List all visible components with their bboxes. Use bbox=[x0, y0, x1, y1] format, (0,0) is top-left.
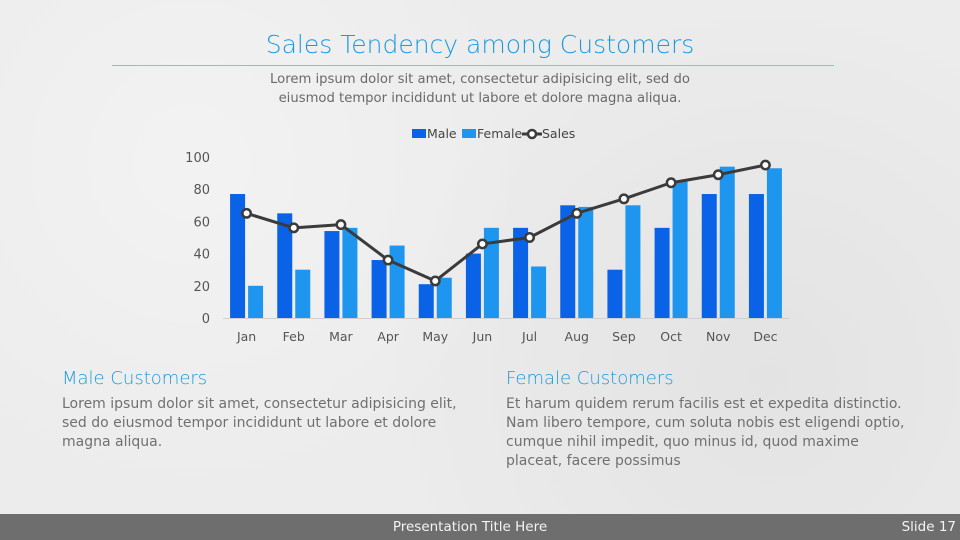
slide-subtitle: Lorem ipsum dolor sit amet, consectetur … bbox=[270, 72, 690, 106]
female-bar bbox=[342, 227, 358, 318]
title-divider bbox=[112, 65, 834, 66]
sales-point bbox=[476, 238, 488, 250]
sales-line bbox=[246, 163, 766, 283]
x-tick-label: Sep bbox=[612, 329, 636, 344]
y-tick-label: 80 bbox=[193, 183, 210, 198]
female-bar bbox=[436, 277, 452, 318]
male-bar bbox=[654, 227, 670, 318]
legend-sales-marker bbox=[526, 128, 538, 140]
x-tick-label: May bbox=[422, 329, 448, 344]
sales-point bbox=[618, 193, 630, 205]
footer-presentation-title: Presentation Title Here bbox=[392, 519, 548, 535]
y-tick-label: 0 bbox=[202, 312, 210, 327]
female-customers-heading: Female Customers bbox=[506, 368, 674, 389]
sales-point bbox=[712, 169, 724, 181]
x-tick-label: Nov bbox=[706, 329, 731, 344]
y-tick-label: 40 bbox=[193, 248, 210, 263]
x-tick-label: Jun bbox=[472, 329, 493, 344]
female-bar bbox=[766, 168, 782, 318]
legend-female-swatch bbox=[462, 129, 476, 138]
male-bar bbox=[607, 269, 623, 318]
sales-point bbox=[571, 207, 583, 219]
female-bar bbox=[483, 227, 499, 318]
male-bar bbox=[560, 205, 576, 318]
x-tick-label: Oct bbox=[660, 329, 682, 344]
x-tick-label: Jul bbox=[521, 329, 537, 344]
female-bar bbox=[578, 206, 594, 318]
female-customers-text: Et harum quidem rerum facilis est et exp… bbox=[506, 396, 905, 469]
male-customers-text: Lorem ipsum dolor sit amet, consectetur … bbox=[62, 396, 457, 450]
y-tick-label: 100 bbox=[185, 151, 210, 166]
male-bar bbox=[465, 253, 481, 318]
female-bar bbox=[719, 166, 735, 318]
x-tick-label: Feb bbox=[283, 329, 305, 344]
male-bar bbox=[701, 194, 717, 318]
male-bar bbox=[230, 194, 246, 318]
sales-chart: 0 20 40 60 80 100 Jan Feb Mar Apr May Jun Jul Aug Sep O… bbox=[185, 126, 789, 344]
female-bar bbox=[531, 266, 547, 318]
female-bar bbox=[672, 181, 688, 318]
slide-title: Sales Tendency among Customers bbox=[265, 30, 695, 59]
sales-point bbox=[524, 232, 536, 243]
legend-male-label: Male bbox=[427, 126, 457, 141]
male-bar bbox=[418, 284, 434, 318]
male-customers-heading: Male Customers bbox=[62, 368, 208, 389]
x-tick-label: Apr bbox=[377, 329, 399, 344]
sales-point bbox=[429, 275, 441, 287]
sales-point bbox=[759, 159, 771, 171]
sales-point bbox=[288, 222, 300, 234]
male-bar bbox=[513, 227, 529, 318]
female-bar bbox=[295, 269, 311, 318]
male-bar bbox=[324, 231, 340, 318]
sales-point bbox=[241, 207, 253, 219]
legend-female-label: Female bbox=[477, 126, 523, 141]
male-bar bbox=[371, 260, 387, 318]
legend-male-swatch bbox=[412, 129, 426, 138]
x-tick-label: Jan bbox=[236, 329, 256, 344]
footer-bar: Presentation Title Here Slide 17 bbox=[0, 514, 960, 540]
y-tick-label: 20 bbox=[193, 280, 210, 295]
y-tick-label: 60 bbox=[193, 215, 210, 230]
x-tick-label: Mar bbox=[329, 329, 353, 344]
sales-point bbox=[382, 254, 394, 266]
sales-point bbox=[665, 177, 677, 189]
female-bar bbox=[248, 285, 264, 318]
footer-slide-number: Slide 17 bbox=[901, 519, 956, 535]
male-bar bbox=[748, 194, 764, 318]
legend-sales-label: Sales bbox=[542, 126, 575, 141]
female-bar bbox=[625, 205, 641, 318]
male-bar bbox=[277, 213, 293, 318]
x-tick-label: Aug bbox=[565, 329, 589, 344]
sales-point bbox=[335, 219, 347, 231]
x-tick-label: Dec bbox=[753, 329, 777, 344]
